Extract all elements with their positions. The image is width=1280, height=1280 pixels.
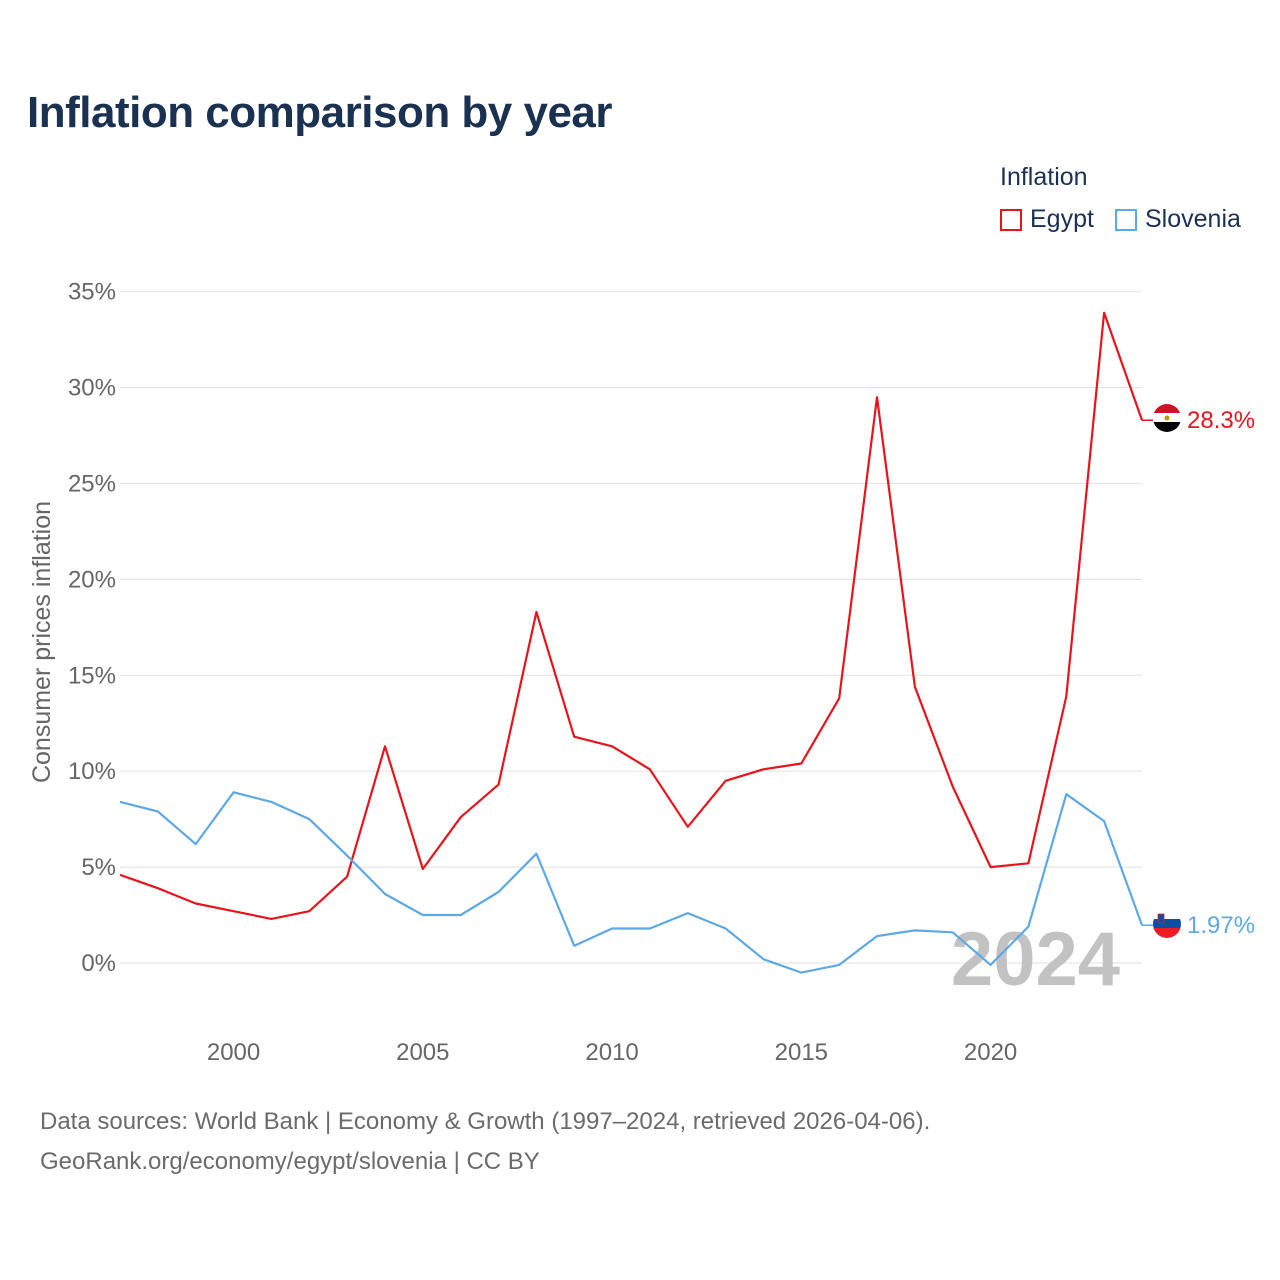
legend-label-slovenia: Slovenia xyxy=(1145,205,1241,233)
chart-title: Inflation comparison by year xyxy=(27,88,613,137)
y-tick-label: 15% xyxy=(68,662,116,689)
x-tick-label: 2020 xyxy=(964,1039,1017,1066)
series-line-egypt xyxy=(119,311,1144,921)
y-tick-label: 35% xyxy=(68,279,116,306)
end-label-slovenia: 1.97% xyxy=(1187,912,1255,939)
y-axis-label: Consumer prices inflation xyxy=(28,501,56,783)
series-line-slovenia xyxy=(119,791,1144,974)
end-label-egypt: 28.3% xyxy=(1187,407,1255,434)
y-tick-label: 25% xyxy=(68,471,116,498)
footer-source: Data sources: World Bank | Economy & Gro… xyxy=(40,1108,931,1135)
y-tick-label: 5% xyxy=(81,854,116,881)
legend-swatch-egypt xyxy=(1000,208,1022,231)
legend-swatch-slovenia xyxy=(1115,208,1137,231)
legend-item-egypt[interactable]: Egypt xyxy=(1000,205,1094,234)
slovenia-flag-icon xyxy=(1153,910,1181,938)
year-watermark: 2024 xyxy=(951,917,1120,1002)
y-tick-label: 30% xyxy=(68,375,116,402)
grid-lines xyxy=(120,291,1142,964)
egypt-flag-icon xyxy=(1153,404,1181,432)
footer-credit[interactable]: GeoRank.org/economy/egypt/slovenia | CC … xyxy=(40,1148,540,1175)
x-tick-label: 2015 xyxy=(775,1039,828,1066)
y-tick-label: 0% xyxy=(81,950,116,977)
legend-item-slovenia[interactable]: Slovenia xyxy=(1115,205,1241,234)
series-lines xyxy=(119,311,1144,974)
legend-label-egypt: Egypt xyxy=(1030,205,1094,233)
legend-title: Inflation xyxy=(1000,163,1088,191)
end-labels: 28.3% 1.97% xyxy=(1142,407,1255,939)
x-tick-label: 2010 xyxy=(585,1039,638,1066)
x-tick-label: 2000 xyxy=(207,1039,260,1066)
y-tick-label: 20% xyxy=(68,566,116,593)
x-tick-label: 2005 xyxy=(396,1039,449,1066)
x-axis-ticks: 2000 2005 2010 2015 2020 xyxy=(207,1039,1017,1066)
y-tick-label: 10% xyxy=(68,758,116,785)
y-axis-ticks: 0% 5% 10% 15% 20% 25% 30% 35% xyxy=(68,279,116,977)
